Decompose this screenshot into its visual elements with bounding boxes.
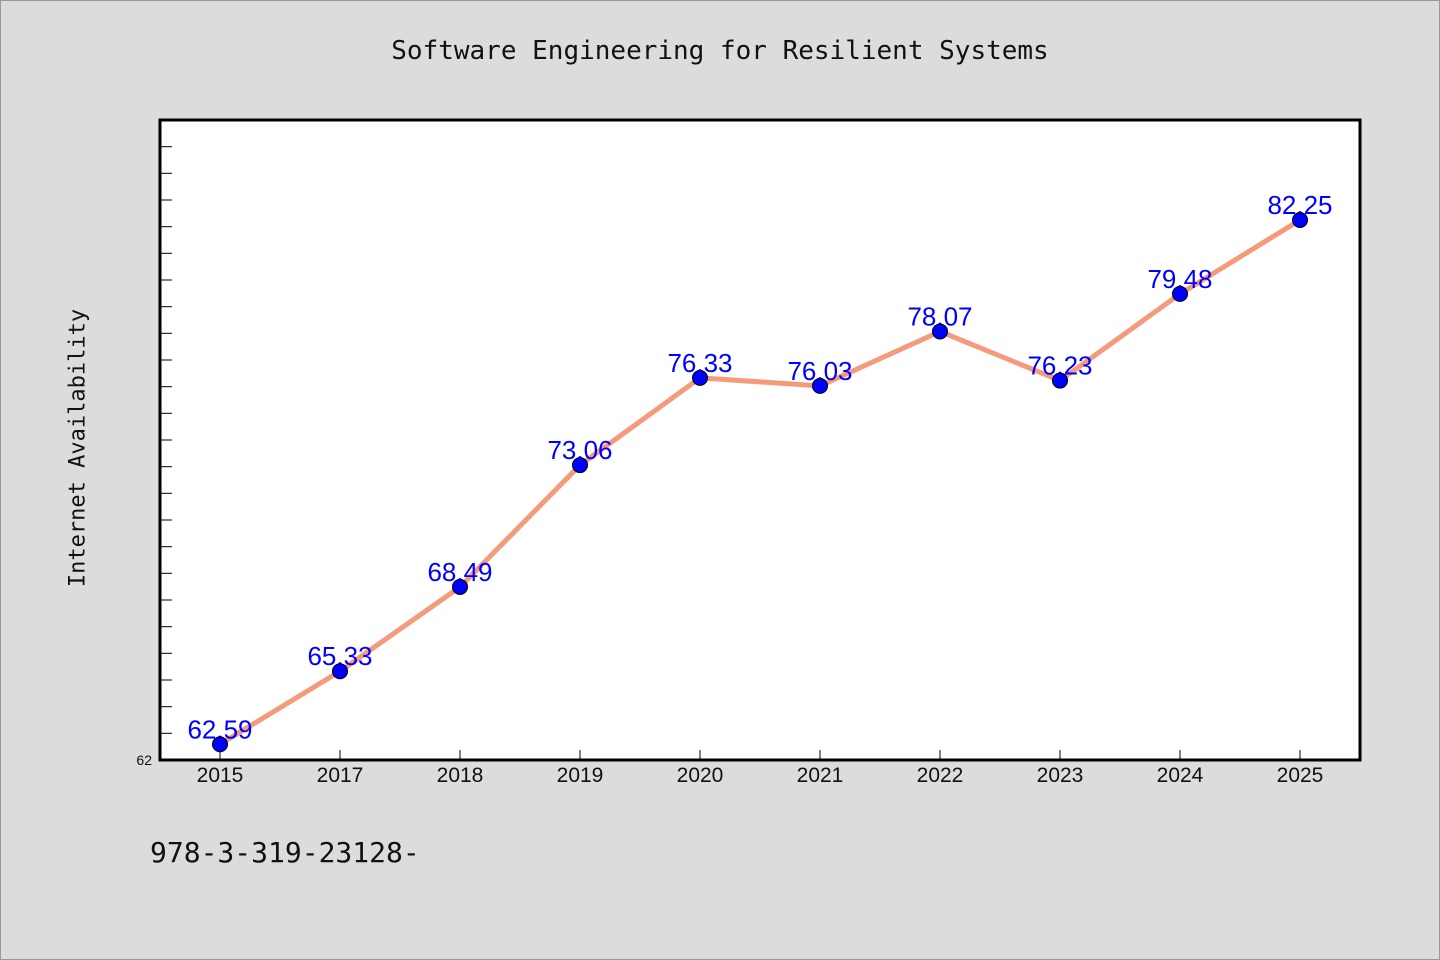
x-tick-label: 2018 [437,764,484,787]
x-tick-label: 2023 [1037,764,1084,787]
data-point [1172,285,1188,302]
data-point [812,377,828,394]
data-point [932,323,948,340]
data-point [332,663,348,680]
x-tick-label: 2015 [197,764,244,787]
data-point [1292,212,1308,228]
isbn-footnote: 978-3-319-23128- [150,836,420,869]
plot-area [158,118,1362,762]
series-line [217,217,1303,747]
x-tick-label: 2020 [677,764,724,787]
y-tick-label: 62 [136,752,152,768]
chart-title: Software Engineering for Resilient Syste… [391,36,1049,66]
x-tick-label: 2017 [317,764,364,787]
x-tick-label: 2021 [797,764,844,787]
data-point [692,369,708,386]
x-tick-label: 2022 [917,764,964,787]
x-tick-label: 2019 [557,764,604,787]
data-point [1052,372,1068,389]
data-point [212,736,228,753]
x-tick-label: 2024 [1157,764,1204,787]
data-point [452,578,468,595]
x-tick-label: 2025 [1277,764,1324,787]
data-point [572,457,588,474]
